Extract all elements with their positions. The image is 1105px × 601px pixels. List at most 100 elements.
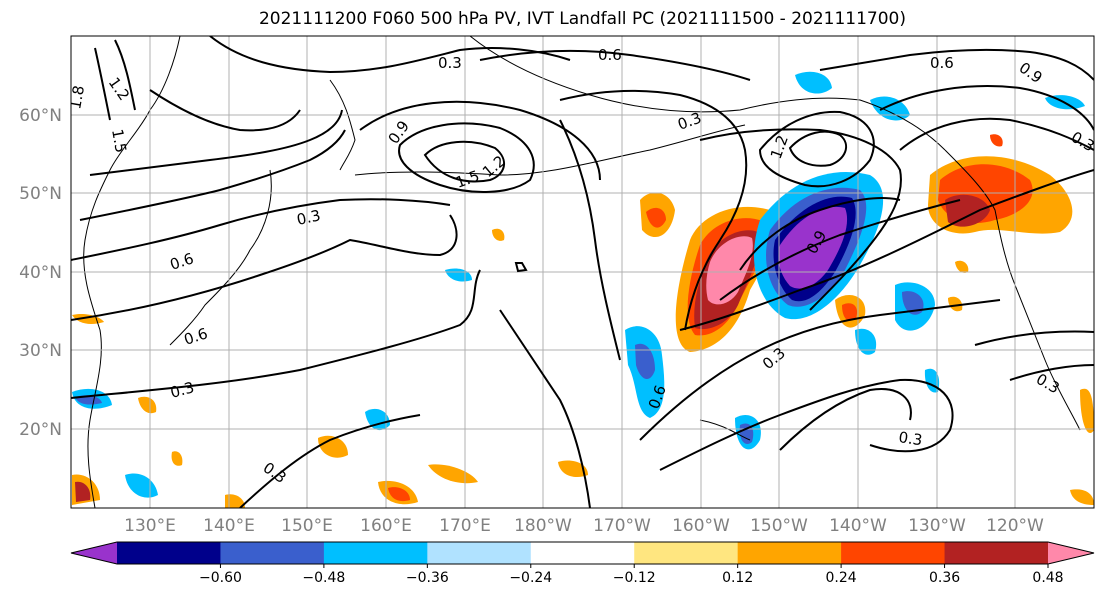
contour-line-14 [559,89,748,331]
colorbar-tick-label: 0.24 [826,570,857,586]
contour-label: 1.8 [66,84,88,111]
lon-label: 150°E [281,516,333,536]
shade-positive-nw-corner-red [75,481,91,502]
shade-negative-plume-purple [778,206,848,289]
contour-line-28 [899,117,1094,151]
lon-label: 180°W [514,516,572,536]
lon-label: 140°W [829,516,887,536]
shade-positive-west-6 [72,313,104,324]
contour-line-16 [758,110,875,188]
colorbar-segment [1048,542,1094,564]
shade-positive-mid-1-red [646,207,666,228]
contour-line-32 [514,262,528,273]
contour-line-19 [719,199,961,301]
colorbar-segment [944,542,1049,564]
lon-label: 130°W [908,516,966,536]
contour-line-29 [239,414,421,508]
shade-negative-east-dark [902,291,924,315]
contour-line-6 [149,89,301,132]
map-frame [70,35,1095,509]
lon-label: 150°W [750,516,808,536]
contour-line-5 [89,109,343,176]
coastline-aleutians [354,124,746,176]
colorbar-segment [117,542,221,564]
lon-label: 140°E [203,516,255,536]
lat-label: 40°N [19,263,62,283]
contour-line-24 [974,330,1094,346]
contour-line-20 [679,169,1094,331]
contour-line-2 [71,214,458,321]
colorbar-segment [634,542,739,564]
shade-positive-se-2 [1070,489,1094,505]
shade-negative-canada [870,96,910,121]
shade-negative-socal [855,328,877,355]
contour-label: 0.3 [168,378,196,402]
colorbar-segment [530,542,635,564]
map-title: 2021111200 F060 500 hPa PV, IVT Landfall… [258,9,906,29]
shade-positive-east-1-red [842,303,858,321]
lon-label: 130°E [124,516,176,536]
longitude-labels: 130°E 140°E 150°E 160°E 170°E 180°W 170°… [124,516,1044,536]
colorbar-segment [841,542,946,564]
shade-positive-west-5 [138,396,157,414]
contour-line-10 [423,140,505,183]
colorbar-segment [71,542,117,564]
shade-positive-west-9 [171,451,183,466]
shade-negative-midpacific-dark [635,343,655,380]
contour-line-18 [739,197,901,271]
colorbar-tick-label: −0.12 [613,570,656,586]
coastline-japan [169,169,272,346]
contour-line-12 [209,36,571,74]
colorbar-tick-label: −0.24 [509,570,552,586]
shade-positive-se [1080,388,1094,434]
contour-line-7 [94,47,111,121]
colorbar-segment [323,542,428,564]
colorbar-segment [427,542,532,564]
contour-label: 0.3 [897,428,923,449]
latitude-labels: 20°N 30°N 40°N 50°N 60°N [19,106,62,440]
coastline-hawaii [699,419,751,441]
contour-line-31 [559,119,621,361]
shade-negative-nw [795,71,832,94]
contour-label: 1.5 [108,128,130,155]
colorbar-tick-label: 0.12 [722,570,753,586]
colorbar: −0.60 −0.48 −0.36 −0.24 −0.12 0.12 0.24 0.36 0.4… [70,541,1095,586]
shade-positive-small-east [955,260,969,273]
contour-label: 0.6 [598,46,622,64]
shade-positive-small-east-2 [948,296,963,312]
lat-label: 60°N [19,106,62,126]
colorbar-tick-label: 0.36 [929,570,960,586]
shade-positive-west-4 [558,460,588,478]
contour-line-21 [639,299,1001,441]
contour-line-22 [659,378,954,471]
colorbar-segment [737,542,842,564]
colorbar-tick-label: −0.48 [302,570,345,586]
contour-line-23 [779,388,912,451]
lon-label: 170°W [593,516,651,536]
shade-positive-west-2-red [388,487,410,502]
lat-label: 30°N [19,341,62,361]
pv-contours [71,36,1094,508]
shade-positive-west-7 [492,228,505,241]
contour-line-3 [71,198,451,261]
lon-label: 170°E [439,516,491,536]
contour-line-17 [788,130,848,167]
shade-positive-canada [990,134,1003,147]
contour-line-30 [499,309,591,508]
shade-positive-west-8 [225,494,245,508]
contour-label: 0.3 [295,206,322,229]
coastline-kamchatka [329,79,356,171]
contour-line-25 [1009,364,1094,381]
lat-label: 50°N [19,184,62,204]
lat-label: 20°N [19,420,62,440]
lon-label: 160°E [360,516,412,536]
contour-line-26 [819,48,1094,81]
contour-line-15 [699,128,902,311]
colorbar-tick-label: −0.36 [406,570,449,586]
lon-label: 120°W [986,516,1044,536]
contour-line-8 [114,39,136,111]
colorbar-segment [220,542,325,564]
contour-line-27 [879,85,1094,131]
shade-westcoast-darkred [945,194,990,227]
